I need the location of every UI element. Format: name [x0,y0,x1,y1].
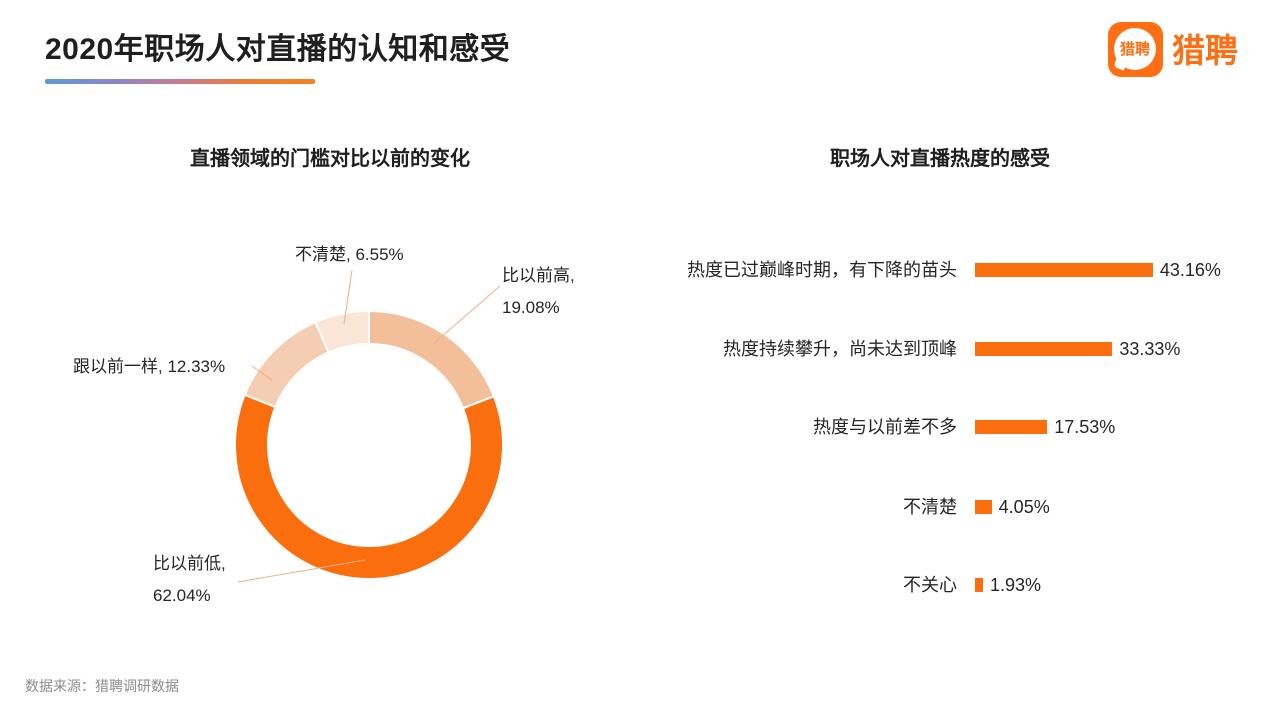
bar-0 [975,263,1153,277]
bar-value-label: 4.05% [998,497,1050,517]
bar-category-label: 不清楚 [903,497,957,517]
leader-line-2 [251,365,273,381]
donut-label-0: 比以前高, 19.08% [502,266,575,317]
bar-value-label: 33.33% [1119,339,1181,359]
donut-segment-3 [314,309,370,354]
bar-value-label: 1.93% [989,575,1041,595]
bar-3 [975,500,992,514]
donut-segment-1 [234,393,504,580]
donut-label-3: 不清楚, 6.55% [295,245,404,264]
donut-label-1: 比以前低, 62.04% [153,554,226,605]
donut-chart [234,269,504,583]
bar-chart-title: 职场人对直播热度的感受 [830,148,1050,170]
page-title: 2020年职场人对直播的认知和感受 [45,33,511,66]
bar-value-label: 17.53% [1054,417,1116,437]
donut-segment-2 [243,320,330,409]
donut-label-2: 跟以前一样, 12.33% [73,357,226,376]
liepin-logo-icon: 猎聘 [1108,22,1163,77]
bar-4 [975,578,983,592]
bar-category-label: 热度与以前差不多 [813,417,957,437]
logo-wordmark: 猎聘 [1172,32,1238,69]
logo-bubble-text: 猎聘 [1119,40,1150,58]
bar-value-label: 43.16% [1159,260,1221,280]
leader-line-3 [343,269,353,325]
speech-bubble-icon: 猎聘 [1114,28,1156,70]
title-underline [45,79,315,84]
donut-segment-0 [368,309,496,410]
liepin-logo: 猎聘 猎聘 [1108,22,1248,80]
leader-line-1 [237,559,366,583]
bar-category-label: 热度已过巅峰时期，有下降的苗头 [687,260,957,280]
leader-line-0 [432,285,501,345]
bar-1 [975,342,1113,356]
donut-chart-title: 直播领域的门槛对比以前的变化 [190,148,470,170]
bar-category-label: 热度持续攀升，尚未达到顶峰 [723,339,957,359]
data-source: 数据来源：猎聘调研数据 [25,678,179,694]
bar-2 [975,420,1048,434]
bar-category-label: 不关心 [903,575,957,595]
